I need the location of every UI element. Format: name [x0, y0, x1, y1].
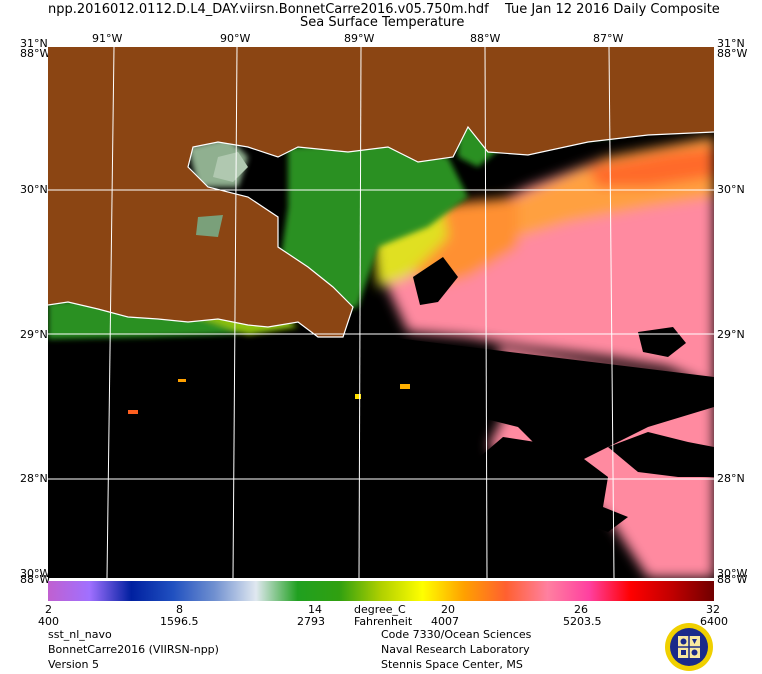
land-mass — [48, 47, 714, 337]
info-org-name: Naval Research Laboratory — [381, 643, 530, 656]
corner-top-left-lon: 88°W — [20, 47, 51, 60]
corner-bottom-right-lat: 30°W — [717, 567, 748, 580]
graticule — [48, 47, 714, 578]
cb-celsius-2: 2 — [45, 603, 52, 616]
filename-title: npp.2016012.0112.D.L4_DAY.viirsn.BonnetC… — [48, 2, 489, 17]
corner-top-left-lat: 31°N — [20, 37, 48, 50]
cb-fahrenheit-2793: 2793 — [297, 615, 325, 628]
product-title: Sea Surface Temperature — [300, 15, 465, 30]
corner-bottom-left-lon: 88°W — [20, 573, 51, 586]
colorbar — [48, 581, 714, 601]
sst-specks — [128, 379, 410, 414]
info-org-location: Stennis Space Center, MS — [381, 658, 523, 671]
lon-label-90w: 90°W — [220, 32, 251, 45]
lat-label-right-30n: 30°N — [717, 183, 745, 196]
lat-label-right-29n: 29°N — [717, 328, 745, 341]
corner-bottom-left-lat: 30°W — [20, 567, 51, 580]
cb-unit-fahrenheit: Fahrenheit — [354, 615, 413, 628]
cb-celsius-26: 26 — [574, 603, 588, 616]
cb-celsius-8: 8 — [176, 603, 183, 616]
lon-label-91w: 91°W — [92, 32, 123, 45]
corner-top-right-lat: 31°N — [717, 37, 745, 50]
cb-celsius-14: 14 — [308, 603, 322, 616]
lon-label-89w: 89°W — [344, 32, 375, 45]
date-title: Tue Jan 12 2016 Daily Composite — [505, 2, 720, 17]
cb-fahrenheit-400: 400 — [38, 615, 59, 628]
corner-top-right-lon: 88°W — [717, 47, 748, 60]
cb-fahrenheit-5203: 5203.5 — [563, 615, 602, 628]
cb-celsius-32: 32 — [706, 603, 720, 616]
cb-fahrenheit-1596: 1596.5 — [160, 615, 199, 628]
nrl-seal-icon — [665, 623, 713, 671]
lat-label-right-28n: 28°N — [717, 472, 745, 485]
lat-label-left-30n: 30°N — [20, 183, 48, 196]
cb-celsius-20: 20 — [441, 603, 455, 616]
lat-label-left-28n: 28°N — [20, 472, 48, 485]
cb-unit-celsius: degree_C — [354, 603, 406, 616]
info-org-code: Code 7330/Ocean Sciences — [381, 628, 532, 641]
corner-bottom-right-lon: 88°W — [717, 573, 748, 586]
lat-label-left-29n: 29°N — [20, 328, 48, 341]
coastline — [48, 125, 714, 338]
cb-fahrenheit-6400: 6400 — [700, 615, 728, 628]
info-version: Version 5 — [48, 658, 99, 671]
info-product-code: sst_nl_navo — [48, 628, 112, 641]
info-region: BonnetCarre2016 (VIIRSN-npp) — [48, 643, 219, 656]
lon-label-87w: 87°W — [593, 32, 624, 45]
cb-fahrenheit-4007: 4007 — [431, 615, 459, 628]
lon-label-88w: 88°W — [470, 32, 501, 45]
sst-map — [48, 47, 714, 578]
sst-map-image — [48, 47, 714, 578]
